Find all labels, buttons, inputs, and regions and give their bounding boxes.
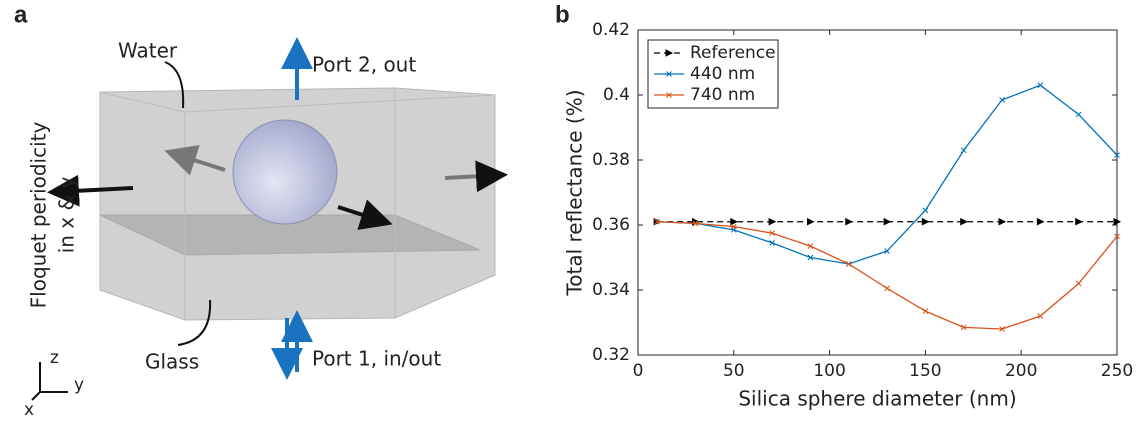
data-point — [654, 218, 661, 225]
data-point — [1075, 280, 1082, 287]
data-point — [806, 217, 815, 226]
periodicity-label: in x & y — [55, 177, 79, 254]
panel-label: a — [14, 1, 28, 28]
y-tick-label: 0.42 — [592, 20, 630, 40]
x-tick-label: 100 — [813, 361, 845, 381]
y-tick-label: 0.38 — [592, 150, 630, 170]
data-point — [1114, 152, 1120, 158]
data-point — [730, 217, 738, 226]
data-point — [1114, 233, 1120, 240]
y-tick-label: 0.36 — [592, 215, 630, 235]
data-point — [960, 217, 968, 226]
data-point — [768, 217, 777, 226]
data-point — [845, 261, 852, 267]
data-point — [807, 254, 814, 261]
axis-letter: z — [50, 348, 59, 368]
legend-marker — [666, 71, 672, 77]
data-point — [1075, 111, 1082, 118]
legend-marker — [665, 49, 674, 57]
data-point — [999, 97, 1005, 103]
data-point — [960, 324, 967, 331]
data-point — [1037, 313, 1044, 319]
legend-marker — [666, 92, 672, 98]
legend-label: 740 nm — [690, 85, 755, 105]
legend-label: 440 nm — [690, 64, 755, 84]
legend-label: Reference — [690, 43, 776, 63]
y-tick-label: 0.34 — [592, 280, 630, 300]
data-point — [884, 285, 890, 292]
data-point — [922, 308, 929, 314]
data-point — [884, 248, 890, 254]
data-point — [922, 207, 929, 214]
data-point — [999, 326, 1005, 332]
data-point — [1075, 217, 1083, 226]
simulation-box — [31, 37, 508, 401]
data-point — [998, 217, 1007, 226]
x-tick-label: 200 — [1005, 361, 1037, 381]
data-point — [1113, 217, 1122, 226]
periodicity-label: Floquet periodicity — [27, 122, 51, 309]
water-label: Water — [118, 39, 178, 63]
data-point — [692, 220, 699, 227]
axis-letter: x — [24, 400, 34, 420]
data-point — [1036, 217, 1045, 226]
y-tick-label: 0.4 — [603, 85, 630, 105]
port-label: Port 2, out — [312, 53, 416, 77]
x-axis-label: Silica sphere diameter (nm) — [738, 387, 1016, 411]
data-point — [769, 240, 775, 246]
data-point — [845, 217, 853, 226]
data-point — [769, 230, 775, 236]
data-point — [1037, 82, 1044, 89]
y-tick-label: 0.32 — [592, 345, 630, 365]
x-tick-label: 0 — [633, 361, 644, 381]
x-tick-label: 250 — [1101, 361, 1133, 381]
data-point — [730, 223, 737, 230]
chart: 0.32 0.34 0.36 0.38 0.4 0.42 0 50 100 150 200 250 Si… — [563, 20, 1134, 411]
x-tick-label: 50 — [723, 361, 745, 381]
panel-label: b — [555, 1, 570, 28]
x-tick-label: 150 — [909, 361, 941, 381]
y-axis-label: Total reflectance (%) — [563, 89, 587, 296]
data-point — [960, 147, 967, 154]
data-point — [883, 217, 892, 226]
port-label: Port 1, in/out — [312, 347, 441, 371]
glass-label: Glass — [145, 350, 199, 374]
data-point — [807, 243, 814, 249]
data-point — [921, 217, 930, 226]
axis-letter: y — [74, 375, 84, 395]
